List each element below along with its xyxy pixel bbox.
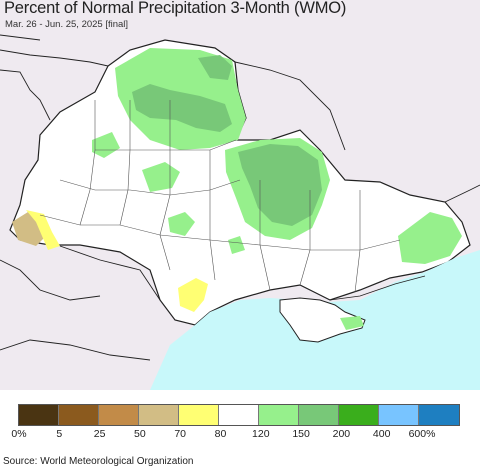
border-line — [59, 245, 161, 301]
legend-swatch — [379, 405, 419, 425]
crimea-peninsula — [279, 297, 366, 343]
legend-tick-label: 200 — [332, 428, 351, 440]
legend-tick-label: 0% — [11, 428, 27, 440]
shade-south-spot — [228, 236, 245, 254]
source-credit: Source: World Meteorological Organizatio… — [3, 456, 194, 467]
oblast-line — [59, 179, 241, 196]
border-line — [0, 49, 109, 67]
legend-tick-label: 5 — [56, 428, 63, 440]
shade-southwest-yellow — [178, 278, 208, 312]
oblast-line — [209, 150, 216, 281]
legend-swatch — [259, 405, 299, 425]
legend-color-bar — [18, 404, 460, 426]
legend-swatch — [139, 405, 179, 425]
shade-northeast-dark — [198, 55, 232, 80]
legend-tick-label: 50 — [134, 428, 146, 440]
border-line — [0, 339, 151, 361]
legend-tick-label: 120 — [252, 428, 270, 440]
legend-tick-label: 150 — [292, 428, 310, 440]
border-line — [444, 184, 480, 203]
shade-west-spot — [92, 132, 120, 158]
legend-tick-label: 25 — [93, 428, 106, 440]
legend-swatch — [419, 405, 459, 425]
country-borders — [0, 34, 480, 361]
oblast-line — [119, 100, 131, 226]
anomaly-shading — [12, 48, 462, 330]
shade-central-light — [142, 162, 180, 192]
legend-swatch — [179, 405, 219, 425]
shade-east-mid — [238, 144, 322, 226]
region-boundaries — [39, 100, 401, 293]
legend-swatch — [339, 405, 379, 425]
border-line — [0, 69, 51, 121]
legend-tick-label: 70 — [174, 428, 187, 440]
legend-tick-label: 80 — [214, 428, 227, 440]
legend-swatch — [299, 405, 339, 425]
legend-swatch — [19, 405, 59, 425]
shade-west-yellow — [26, 210, 60, 250]
legend-tick-label: 600% — [408, 428, 436, 440]
oblast-line — [259, 180, 271, 291]
oblast-line — [354, 190, 361, 293]
legend-tick-label: 400 — [372, 428, 391, 440]
page-title: Percent of Normal Precipitation 3-Month … — [4, 0, 347, 17]
legend-swatch — [219, 405, 259, 425]
border-line — [234, 61, 346, 151]
oblast-line — [159, 100, 171, 271]
oblast-line — [299, 190, 311, 286]
shade-central-spot — [168, 212, 195, 236]
shade-north-mid — [132, 84, 232, 132]
shade-southeast-light — [398, 212, 462, 264]
legend-swatch — [99, 405, 139, 425]
border-line — [0, 259, 101, 301]
date-range: Mar. 26 - Jun. 25, 2025 [final] — [5, 19, 129, 30]
legend: 0% 5 25 50 70 80 120 150 200 400 600% — [0, 390, 480, 450]
oblast-line — [79, 100, 96, 226]
border-line — [0, 34, 41, 41]
precipitation-map — [0, 0, 480, 390]
shade-crimea-south — [340, 316, 364, 330]
azov-coast — [329, 275, 426, 301]
legend-swatch — [59, 405, 99, 425]
